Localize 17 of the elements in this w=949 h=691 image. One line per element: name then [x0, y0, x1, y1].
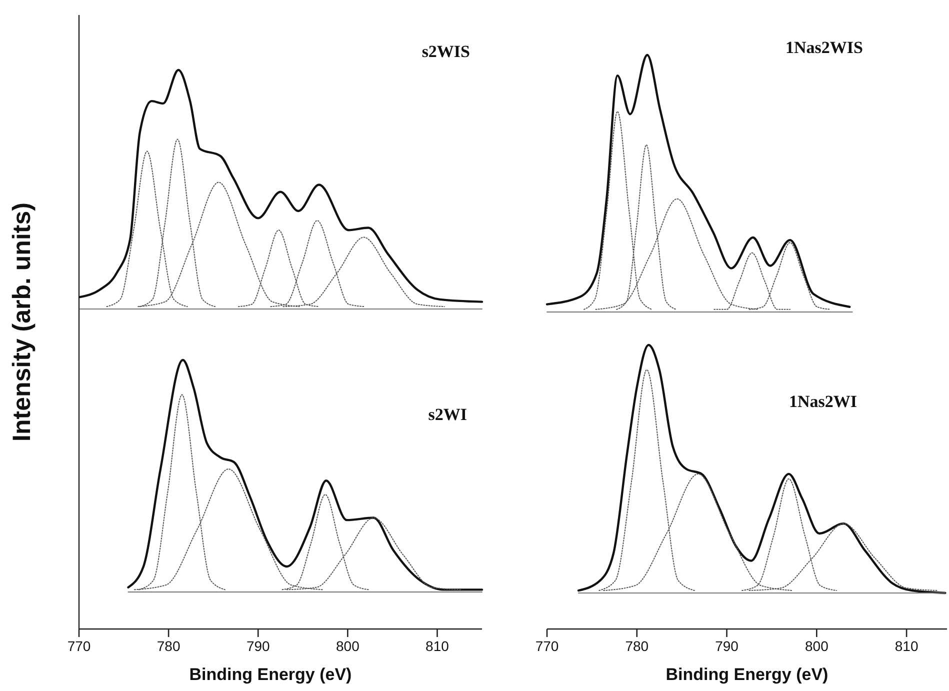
x-tick-label: 780: [625, 638, 649, 654]
x-tick-label: 770: [67, 638, 91, 654]
text: 1Nas2WI: [788, 392, 858, 411]
chart-title: s2WIS: [422, 42, 470, 61]
x-axis-title: Binding Energy (eV): [189, 665, 352, 684]
x-tick-label: 810: [426, 638, 450, 654]
y-axis-title: Intensity (arb. units): [8, 202, 36, 442]
chart-title: 1Nas2WIS: [786, 38, 863, 57]
x-tick-label: 780: [156, 638, 180, 654]
x-tick-label: 800: [336, 638, 360, 654]
x-tick-label: 790: [715, 638, 739, 654]
x-tick-label: 800: [804, 638, 829, 654]
x-tick-label: 810: [894, 638, 918, 654]
x-tick-label: 790: [246, 638, 270, 654]
x-tick-label: 770: [535, 638, 559, 654]
x-axis-title: Binding Energy (eV): [666, 665, 828, 684]
text: s2WI: [428, 405, 468, 424]
